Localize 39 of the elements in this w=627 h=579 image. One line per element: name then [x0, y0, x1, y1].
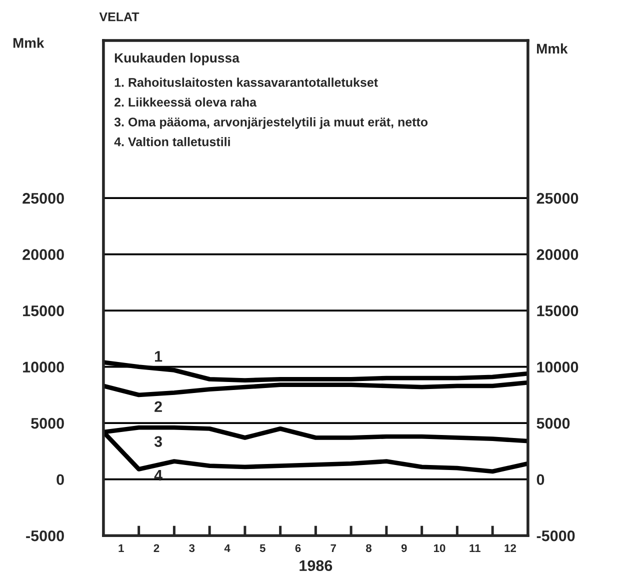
series-label: 1	[155, 351, 162, 362]
y-tick-label: -5000	[26, 530, 64, 542]
y-tick-label: 5000	[31, 418, 64, 429]
x-tick-label: 2	[154, 544, 160, 552]
x-tick-label: 5	[260, 544, 266, 552]
annotation: 4. Valtion talletustili	[114, 137, 230, 146]
y2-tick-label: 5000	[536, 418, 570, 429]
x-tick-label: 10	[434, 544, 446, 552]
y2-tick-label: -5000	[536, 530, 575, 542]
x-tick-label: 12	[504, 544, 516, 552]
annotation: 3. Oma pääoma, arvonjärjestelytili ja muut erät, netto	[114, 117, 428, 129]
annotation: 1. Rahoituslaitosten kassavarantotalletukset	[114, 78, 378, 87]
y2-tick-label: 25000	[536, 192, 578, 204]
y2-tick-label: 0	[536, 474, 544, 486]
x-tick-label: 1	[118, 544, 124, 552]
y-tick-label: 0	[56, 474, 64, 486]
series-label: 3	[154, 436, 162, 447]
x-tick-label: 3	[189, 544, 195, 552]
x-tick-label: 6	[295, 544, 301, 552]
x-tick-label: 11	[470, 544, 480, 552]
x-tick-label: 9	[401, 544, 407, 552]
x-tick-label: 7	[330, 544, 336, 552]
chart-title: VELAT	[99, 12, 140, 22]
annotation: 2. Liikkeessä oleva raha	[114, 97, 257, 107]
y-tick-label: 10000	[23, 362, 64, 372]
y2-tick-label: 20000	[536, 249, 578, 260]
x-tick-label: 4	[224, 544, 230, 552]
y2-tick-label: 10000	[537, 362, 578, 372]
y-tick-label: 20000	[22, 249, 64, 260]
y-tick-label: 15000	[23, 305, 64, 316]
x-axis-title: 1986	[300, 560, 332, 572]
y-axis-title: Mmk	[13, 38, 44, 48]
series-label: 2	[154, 401, 162, 412]
series-label: 4	[154, 470, 162, 481]
y-tick-label: 25000	[22, 192, 64, 204]
legend-title: Kuukauden lopussa	[114, 52, 240, 66]
x-tick-label: 8	[366, 544, 372, 552]
y2-tick-label: 15000	[537, 305, 578, 316]
y2-axis-title: Mmk	[537, 43, 568, 54]
